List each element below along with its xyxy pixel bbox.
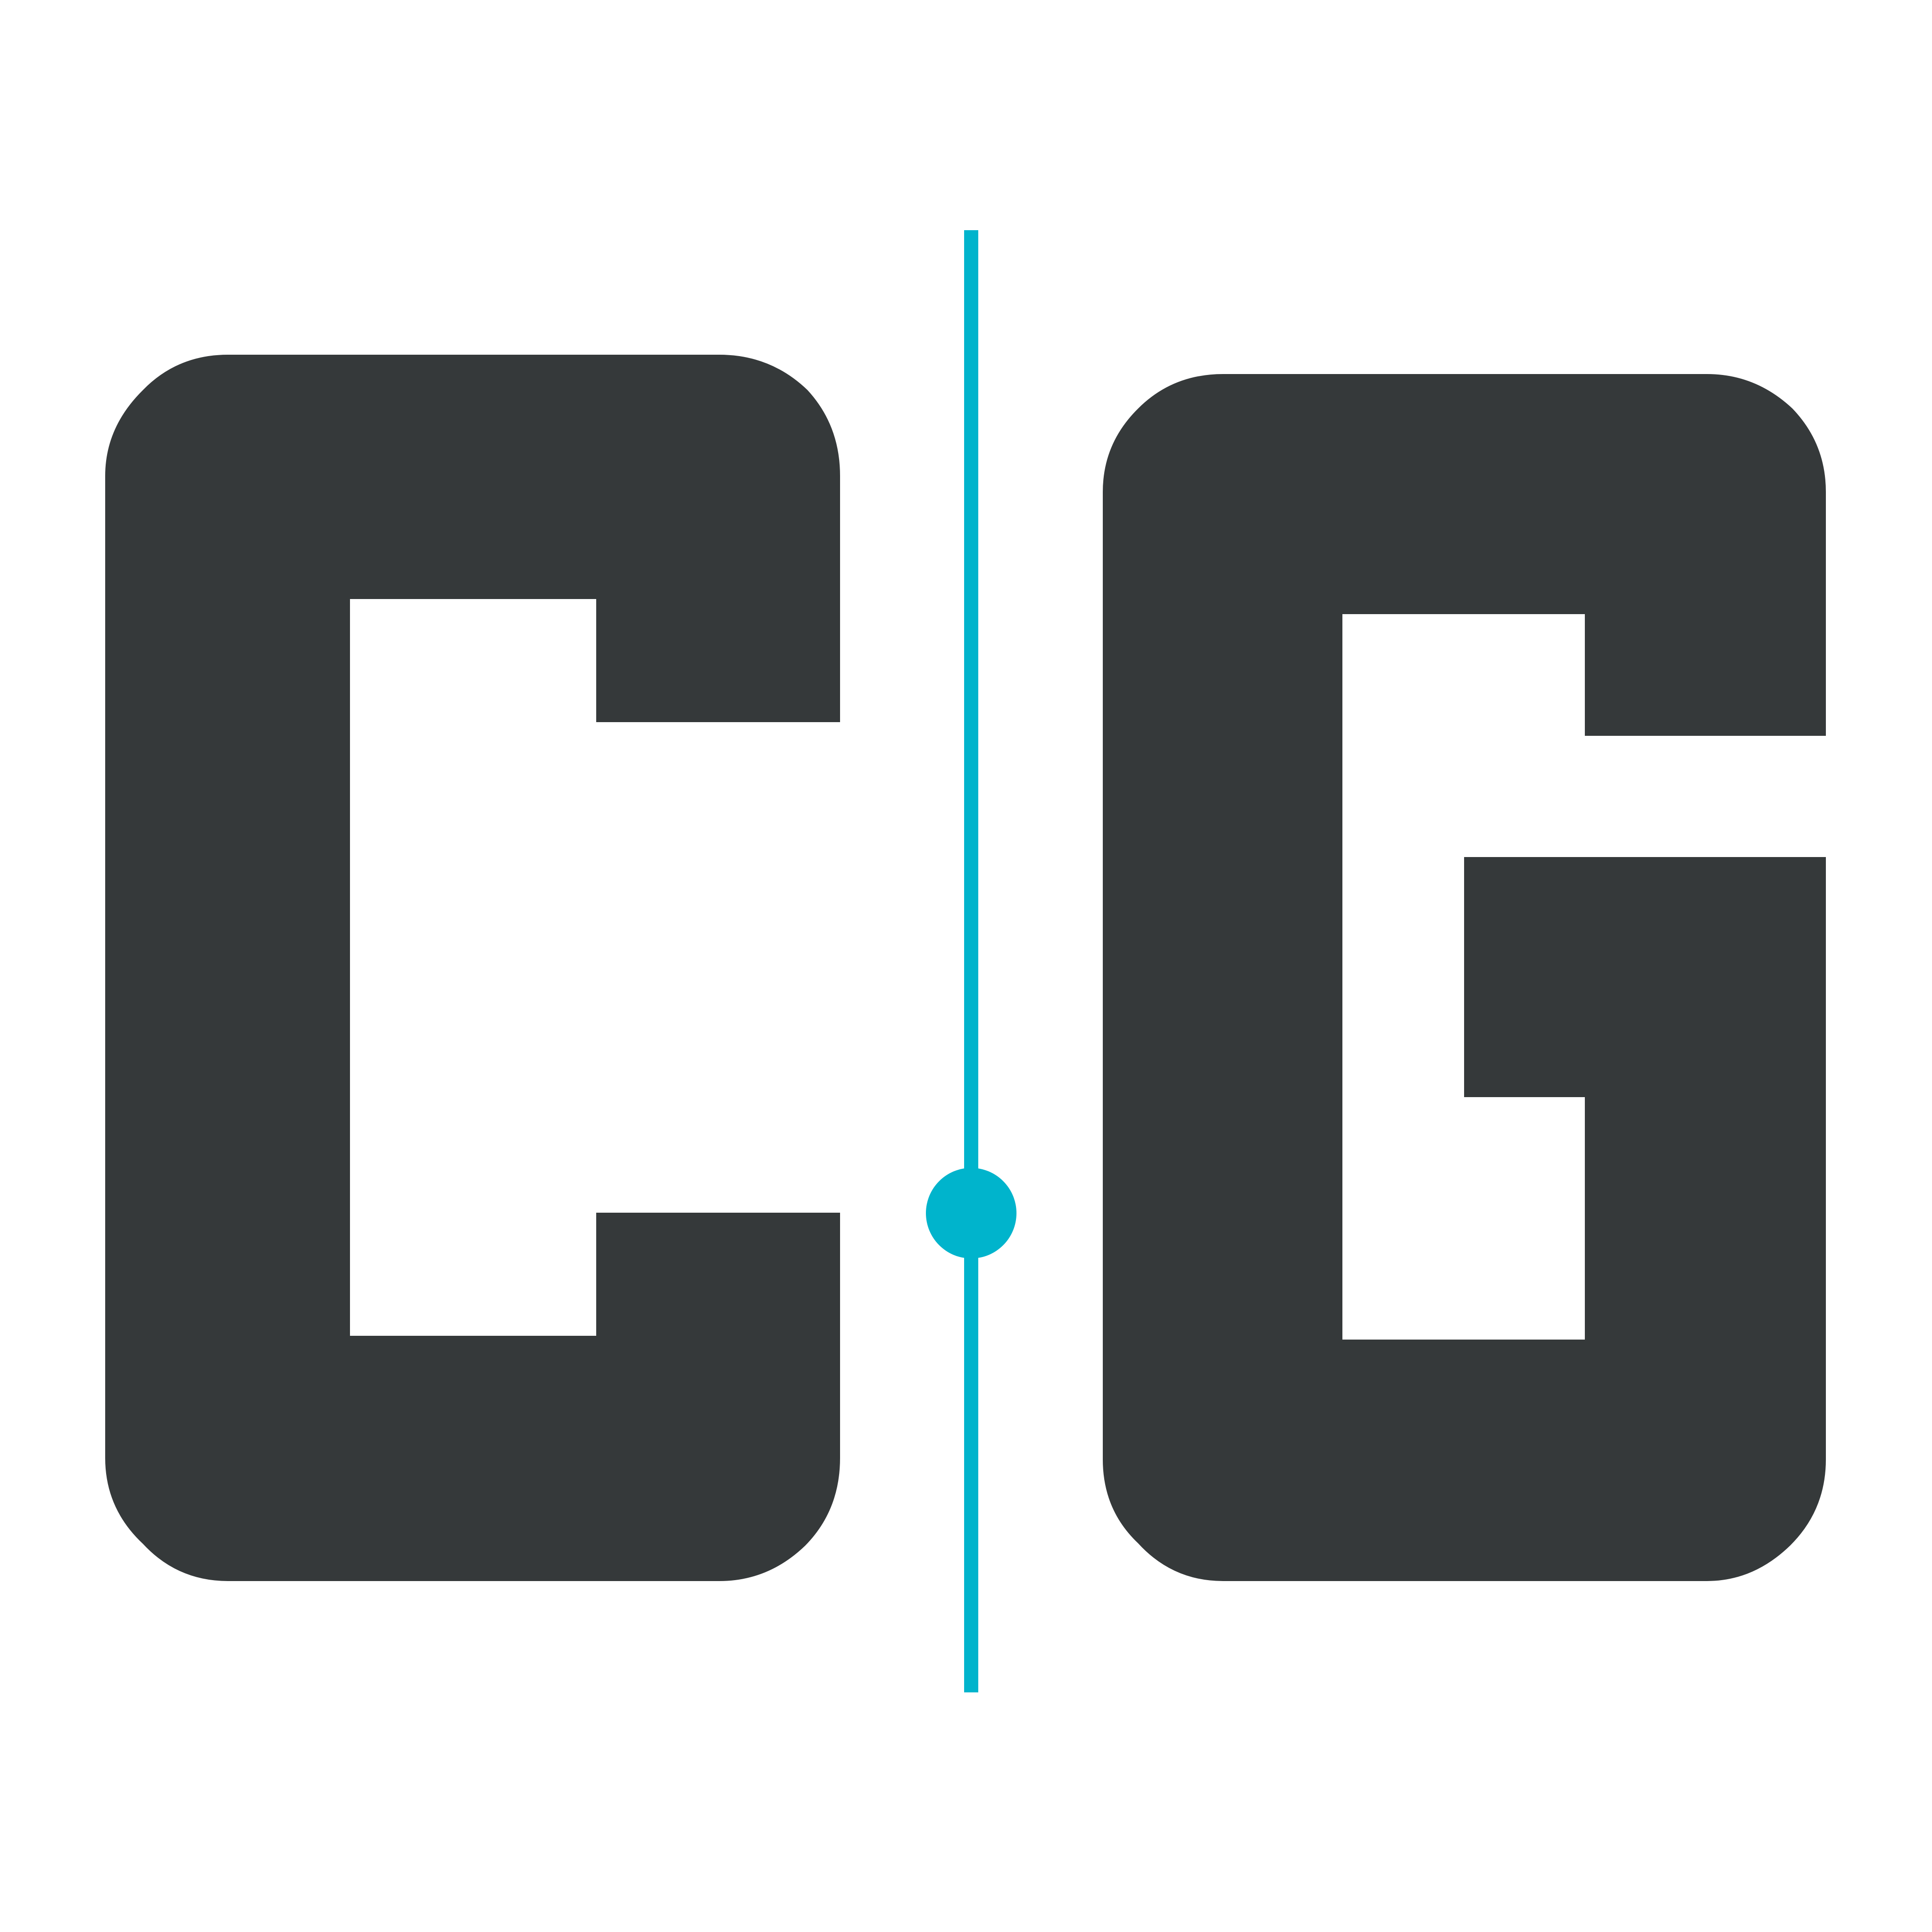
letter-g-shape (1103, 374, 1826, 1581)
letter-c-shape (105, 355, 840, 1581)
divider-line (964, 230, 978, 1692)
accent-dot (926, 1168, 1016, 1258)
